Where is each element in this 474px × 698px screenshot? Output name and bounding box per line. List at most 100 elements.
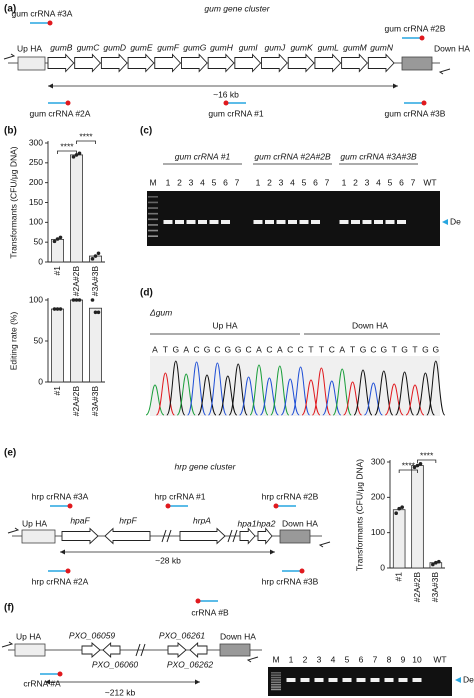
lane-label: 2: [267, 177, 272, 187]
base-letter: T: [163, 344, 168, 354]
gene-label: gumI: [239, 42, 259, 52]
lane-label: 7: [411, 177, 416, 187]
gene-arrow: [81, 642, 101, 658]
gel-band: [412, 678, 422, 682]
lane-label: 5: [388, 177, 393, 187]
data-point: [397, 506, 401, 511]
trace-peak: [218, 375, 238, 416]
base-letter: G: [401, 344, 408, 354]
data-point: [74, 298, 79, 302]
region-label: Up HA: [212, 320, 237, 330]
ladder-band: [271, 676, 281, 679]
base-letter: G: [432, 344, 439, 354]
gel-band: [209, 220, 219, 224]
gel-band: [374, 220, 383, 224]
lane-label: 6: [223, 177, 228, 187]
gel-band: [385, 220, 395, 224]
gene-label: gumK: [290, 42, 313, 52]
panel-title: Δgum: [149, 307, 172, 317]
x-tick-label: #2A#2B: [71, 266, 81, 297]
gel-band: [398, 678, 408, 682]
crrna-label: hrp crRNA #2A: [32, 576, 89, 586]
gene-label: gumL: [318, 42, 340, 52]
crrna-dot: [421, 100, 427, 106]
gel-band: [384, 678, 394, 682]
x-tick-label: #3A#3B: [90, 266, 100, 297]
crrna-label: crRNA #B: [191, 607, 229, 617]
lane-label: 6: [399, 177, 404, 187]
crrna-dot: [223, 100, 229, 106]
trace-peak: [426, 360, 446, 416]
x-tick-label: #3A#3B: [90, 386, 100, 417]
crrna-label: hrp crRNA #1: [154, 491, 205, 501]
bar: [51, 238, 64, 263]
crrna-label: hrp crRNA #3B: [262, 576, 319, 586]
crrna-label: hrp crRNA #2B: [262, 491, 319, 501]
gene-label: gumC: [77, 42, 101, 52]
panel-label: (e): [4, 448, 16, 459]
gene-label: gumE: [130, 42, 153, 52]
base-letter: G: [380, 344, 387, 354]
y-axis-title: Transformants (CFU/μg DNA): [8, 146, 18, 258]
gene-label: PXO_06060: [92, 659, 139, 669]
data-point: [96, 251, 101, 256]
gene-label: gumN: [370, 42, 394, 52]
y-tick-label: 0: [38, 256, 43, 266]
trace-peak: [197, 374, 217, 416]
crrna-label: crRNA #A: [23, 678, 61, 688]
crrna-label: gum crRNA #1: [208, 108, 264, 118]
x-tick-label: #1: [52, 266, 62, 276]
data-point: [77, 151, 82, 156]
data-point: [437, 559, 441, 564]
gene-arrow: [189, 641, 208, 659]
lane-label: 7: [373, 654, 378, 664]
crrna-dot: [47, 20, 53, 26]
bar: [51, 308, 64, 383]
band-label: De: [463, 674, 474, 684]
trace-peak: [343, 381, 363, 416]
primer-arrow: [246, 656, 259, 663]
primer-arrow: [1, 641, 14, 648]
gene-arrow: [167, 642, 187, 658]
down-ha: Down HA: [220, 631, 256, 641]
bar: [70, 154, 83, 263]
gel-band: [253, 220, 263, 224]
homology-arm: [219, 643, 251, 657]
gene-arrow: [61, 527, 99, 545]
lane-label: 8: [387, 654, 392, 664]
ladder-band: [148, 235, 158, 237]
lane-label: M: [149, 177, 156, 187]
data-point: [74, 153, 79, 157]
base-letter: G: [224, 344, 231, 354]
gene-arrow: [74, 53, 102, 73]
panel-label: (c): [140, 126, 152, 137]
crrna-dot: [65, 100, 71, 106]
lane-label: WT: [433, 654, 446, 664]
span-label: ~212 kb: [105, 687, 136, 697]
y-tick-label: 100: [29, 294, 43, 304]
crrna-dot: [67, 503, 73, 509]
gene-label: hpa2: [257, 518, 276, 528]
crrna-dot: [299, 568, 305, 574]
significance-bracket: [398, 469, 418, 473]
gel-band: [186, 220, 196, 224]
homology-arm: [279, 529, 311, 544]
significance-bracket: [57, 150, 77, 154]
gene-arrow: [257, 527, 273, 545]
x-tick-label: #2A#2B: [71, 386, 81, 417]
base-letter: T: [392, 344, 397, 354]
homology-arm: [14, 643, 46, 657]
data-point: [394, 511, 398, 516]
lane-label: 5: [212, 177, 217, 187]
break-mark: [227, 529, 238, 543]
homology-arm: [17, 56, 46, 71]
lane-label: 3: [365, 177, 370, 187]
ladder-band: [148, 201, 158, 204]
group-label: gum crRNA #2A#2B: [254, 151, 331, 161]
x-tick-label: #3A#3B: [430, 572, 440, 603]
gel-band: [356, 678, 366, 682]
gene-label: hrpA: [193, 515, 211, 525]
primer-arrow: [3, 53, 16, 60]
significance-label: ****: [402, 460, 416, 470]
